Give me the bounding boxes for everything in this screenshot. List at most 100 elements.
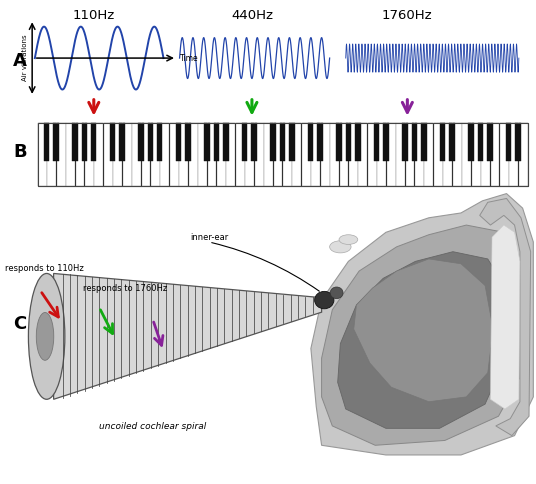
Text: Time: Time: [180, 54, 198, 62]
Bar: [500, 123, 509, 186]
Polygon shape: [322, 225, 520, 445]
Bar: [236, 123, 245, 186]
Text: uncoiled cochlear spiral: uncoiled cochlear spiral: [99, 422, 206, 431]
Text: 440Hz: 440Hz: [231, 9, 273, 22]
Ellipse shape: [28, 273, 65, 399]
Bar: [506, 123, 511, 161]
Bar: [453, 123, 461, 186]
Bar: [123, 123, 131, 186]
Text: responds to 1760Hz: responds to 1760Hz: [83, 284, 167, 293]
Bar: [293, 123, 301, 186]
Bar: [255, 123, 264, 186]
Bar: [481, 123, 490, 186]
Polygon shape: [490, 225, 520, 409]
Bar: [487, 123, 493, 161]
Text: C: C: [13, 315, 27, 333]
Polygon shape: [338, 252, 501, 428]
Bar: [519, 123, 527, 186]
Bar: [157, 123, 162, 161]
Bar: [189, 123, 198, 186]
Bar: [472, 123, 480, 186]
Bar: [85, 123, 94, 186]
Bar: [198, 123, 207, 186]
Bar: [289, 123, 294, 161]
Text: inner-ear: inner-ear: [190, 233, 228, 242]
Bar: [346, 123, 351, 161]
Bar: [147, 123, 153, 161]
Bar: [251, 123, 257, 161]
Bar: [425, 123, 434, 186]
Bar: [151, 123, 160, 186]
Bar: [264, 123, 273, 186]
Bar: [226, 123, 235, 186]
Bar: [38, 123, 528, 186]
Bar: [38, 123, 47, 186]
Bar: [462, 123, 471, 186]
Text: 110Hz: 110Hz: [73, 9, 115, 22]
Bar: [440, 123, 445, 161]
Bar: [368, 123, 377, 186]
Bar: [110, 123, 115, 161]
Bar: [374, 123, 379, 161]
Bar: [270, 123, 276, 161]
Bar: [311, 123, 320, 186]
Bar: [160, 123, 169, 186]
Bar: [468, 123, 474, 161]
Bar: [214, 123, 219, 161]
Bar: [204, 123, 210, 161]
Circle shape: [315, 291, 334, 309]
Bar: [321, 123, 330, 186]
Bar: [170, 123, 178, 186]
Bar: [38, 123, 528, 186]
Bar: [421, 123, 427, 161]
Bar: [132, 123, 141, 186]
Bar: [478, 123, 483, 161]
Bar: [120, 123, 125, 161]
Polygon shape: [480, 198, 531, 436]
Bar: [349, 123, 358, 186]
Ellipse shape: [36, 313, 54, 360]
Text: A: A: [13, 51, 27, 70]
Bar: [53, 123, 59, 161]
Bar: [91, 123, 96, 161]
Bar: [280, 123, 285, 161]
Bar: [81, 123, 87, 161]
Bar: [273, 123, 282, 186]
Bar: [57, 123, 65, 186]
Bar: [490, 123, 500, 186]
Bar: [434, 123, 443, 186]
Text: Air vibrations: Air vibrations: [22, 35, 28, 81]
Bar: [330, 123, 339, 186]
Circle shape: [330, 287, 343, 299]
Text: 1760Hz: 1760Hz: [382, 9, 433, 22]
Bar: [242, 123, 248, 161]
Bar: [336, 123, 341, 161]
Polygon shape: [311, 194, 533, 455]
Bar: [308, 123, 314, 161]
Bar: [185, 123, 191, 161]
Bar: [340, 123, 348, 186]
Bar: [415, 123, 424, 186]
Bar: [138, 123, 144, 161]
Bar: [377, 123, 386, 186]
Text: responds to 110Hz: responds to 110Hz: [5, 264, 84, 273]
Bar: [406, 123, 414, 186]
Bar: [359, 123, 367, 186]
Bar: [94, 123, 103, 186]
Bar: [104, 123, 113, 186]
Bar: [72, 123, 78, 161]
Polygon shape: [354, 259, 493, 402]
Bar: [516, 123, 521, 161]
Bar: [245, 123, 254, 186]
Bar: [217, 123, 226, 186]
Bar: [383, 123, 389, 161]
Bar: [207, 123, 217, 186]
Bar: [113, 123, 122, 186]
Bar: [44, 123, 49, 161]
Bar: [76, 123, 84, 186]
Bar: [302, 123, 311, 186]
Ellipse shape: [339, 235, 358, 244]
Text: B: B: [13, 143, 27, 162]
Bar: [387, 123, 396, 186]
Bar: [412, 123, 417, 161]
